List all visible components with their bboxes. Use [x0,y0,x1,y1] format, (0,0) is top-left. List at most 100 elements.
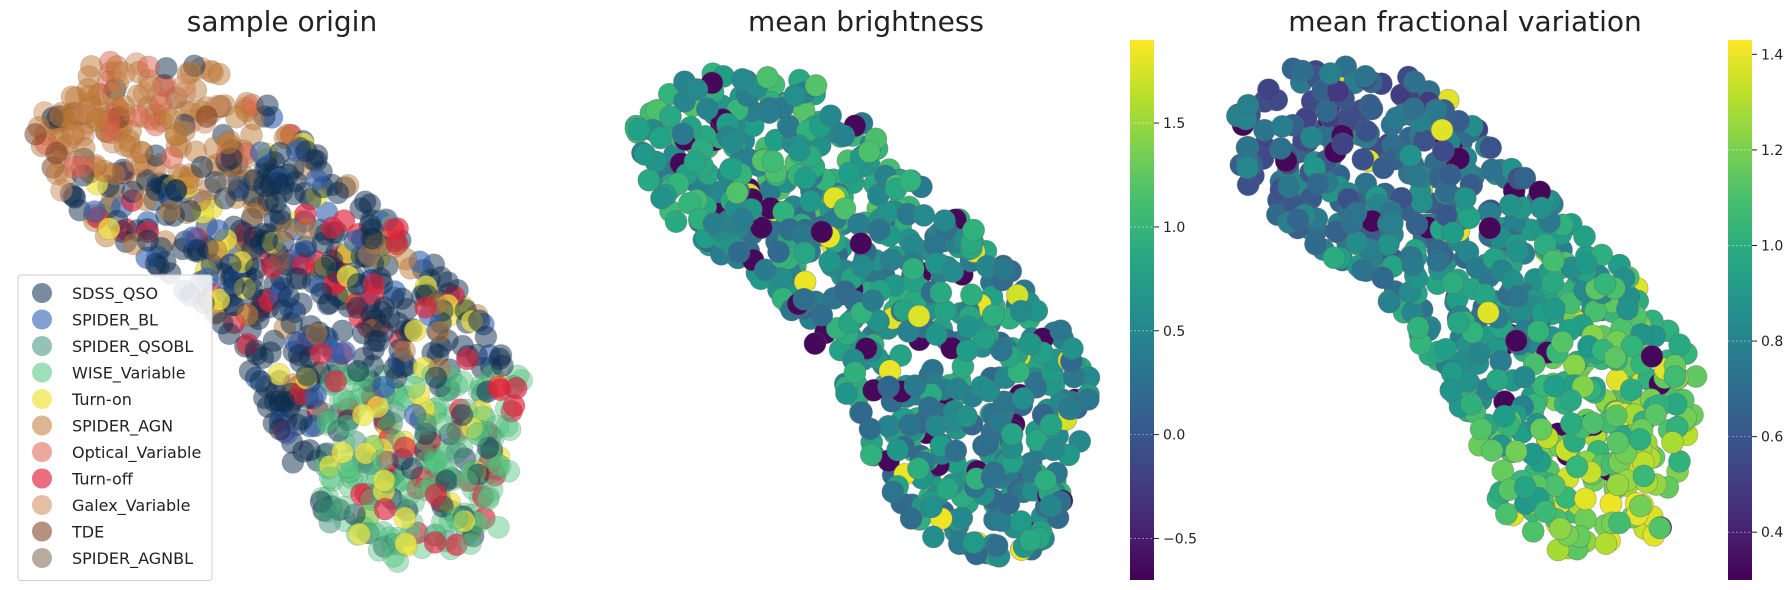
scatter-point [112,62,136,85]
scatter-point [423,531,447,554]
scatter-point [1616,297,1639,321]
scatter-point [62,122,85,145]
scatter-point [1608,511,1631,535]
scatter-point [1574,251,1598,275]
scatter-point [195,105,218,128]
colorbar-tick-label: 0.5 [1163,324,1185,340]
scatter-point [304,384,327,407]
scatter-point [1581,411,1605,435]
scatter-point [1489,349,1513,373]
legend-label: SPIDER_AGN [72,417,173,437]
scatter-point [1378,290,1401,314]
scatter-point [144,252,168,276]
legend-marker [32,362,52,383]
scatter-point [346,359,370,383]
scatter-point [272,390,296,414]
scatter-point [920,495,943,519]
scatter-point [935,477,959,500]
scatter-points-sample-origin [24,50,533,573]
scatter-point [331,441,354,464]
scatter-point [455,469,479,492]
scatter-point [487,375,510,399]
colorbar-gradient [1130,40,1154,580]
scatter-point [1559,388,1583,412]
scatter-point [424,366,448,389]
scatter-point [1526,320,1550,343]
scatter-point [973,327,996,350]
scatter-point [295,363,319,387]
scatter-point [922,525,945,549]
scatter-point [424,483,448,506]
scatter-point [1405,213,1429,236]
scatter-point [414,413,437,436]
scatter-point [1648,516,1672,540]
scatter-point [1009,299,1033,323]
legend-label: Turn-on [71,390,132,409]
scatter-point [702,212,726,235]
scatter-point [1315,99,1338,123]
scatter-point [847,212,871,236]
scatter-point [242,202,266,226]
scatter-point [50,179,73,202]
scatter-point [1541,270,1565,294]
scatter-point [290,408,314,431]
scatter-point [1543,297,1566,321]
scatter-point [1479,136,1502,160]
legend-label: Optical_Variable [72,443,201,463]
scatter-point [1401,253,1425,277]
scatter-point [1430,118,1454,142]
scatter-point [268,141,292,165]
scatter-point [671,122,695,146]
scatter-point [637,168,661,192]
scatter-point [1504,440,1528,463]
scatter-point [1513,166,1537,190]
scatter-points-mean-brightness [624,62,1101,568]
scatter-point [362,272,385,296]
scatter-point [423,447,447,470]
legend-marker [32,468,52,489]
scatter-point [1565,455,1589,479]
scatter-point [190,155,214,179]
scatter-point [898,413,922,437]
scatter-point [992,257,1016,281]
scatter-point [136,229,160,252]
scatter-point [262,329,286,353]
scatter-point [216,132,240,155]
scatter-point [372,296,396,319]
scatter-point [348,522,371,546]
scatter-point [335,414,358,438]
scatter-point [137,55,160,79]
scatter-point [976,432,1000,456]
scatter-point [459,532,482,555]
scatter-point [1269,137,1293,160]
scatter-point [1447,311,1470,335]
scatter-point [318,466,342,490]
legend-label: SPIDER_BL [72,311,158,331]
scatter-point [1550,330,1574,354]
legend-label: Turn-off [71,470,134,489]
scatter-point [1632,464,1656,488]
scatter-point [787,138,811,162]
scatter-point [810,220,834,244]
scatter-point [320,216,344,240]
scatter-point [1644,403,1667,426]
scatter-point [731,208,755,231]
scatter-point [1504,329,1528,353]
scatter-point [1530,196,1553,220]
scatter-point [1573,225,1596,248]
scatter-point [944,439,968,463]
scatter-point [1404,164,1428,188]
scatter-point [977,379,1001,403]
scatter-point [1606,473,1630,497]
scatter-point [1492,404,1516,428]
scatter-point [929,281,953,305]
colorbar-tick-label: 1.2 [1761,143,1783,159]
scatter-point [158,199,182,223]
scatter-point [208,62,231,86]
scatter-point [633,143,657,166]
scatter-point [1603,346,1627,369]
scatter-point [879,248,903,272]
scatter-point [1663,365,1687,388]
scatter-point [945,377,969,401]
scatter-point [950,506,974,530]
